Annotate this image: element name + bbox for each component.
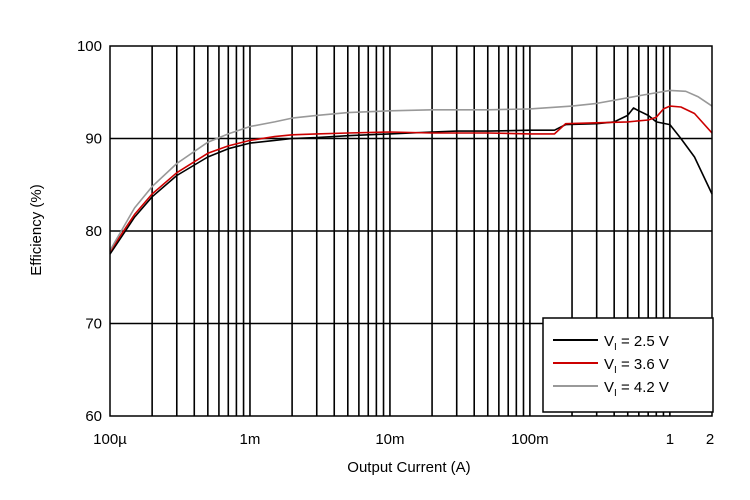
legend-label-1: VI = 2.5 V bbox=[604, 333, 669, 353]
y-tick-label: 90 bbox=[85, 131, 102, 148]
y-tick-label: 100 bbox=[77, 38, 102, 55]
y-tick-label: 70 bbox=[85, 316, 102, 333]
x-tick-label: 1m bbox=[240, 431, 261, 448]
series-line-1 bbox=[109, 107, 713, 255]
x-tick-label: 10m bbox=[375, 431, 404, 448]
x-tick-labels: 100µ 1m 10m 100m 1 2 bbox=[93, 431, 714, 448]
y-axis-title: Efficiency (%) bbox=[28, 184, 45, 275]
y-tick-label: 80 bbox=[85, 223, 102, 240]
grid bbox=[110, 46, 712, 416]
x-tick-label: 1 bbox=[666, 431, 674, 448]
legend: VI = 2.5 V VI = 3.6 V VI = 4.2 V bbox=[542, 317, 714, 413]
series-lines bbox=[109, 89, 713, 255]
series-line-3 bbox=[109, 89, 713, 251]
legend-label-3: VI = 4.2 V bbox=[604, 379, 669, 399]
legend-box bbox=[542, 317, 714, 413]
x-tick-label: 100m bbox=[511, 431, 549, 448]
x-tick-label: 100µ bbox=[93, 431, 127, 448]
y-tick-labels: 60 70 80 90 100 bbox=[77, 38, 102, 425]
x-tick-label: 2 bbox=[706, 431, 714, 448]
y-tick-label: 60 bbox=[85, 408, 102, 425]
plot-frame bbox=[109, 45, 713, 417]
x-axis-title: Output Current (A) bbox=[347, 459, 470, 476]
legend-label-2: VI = 3.6 V bbox=[604, 356, 669, 376]
series-line-2 bbox=[109, 105, 713, 252]
